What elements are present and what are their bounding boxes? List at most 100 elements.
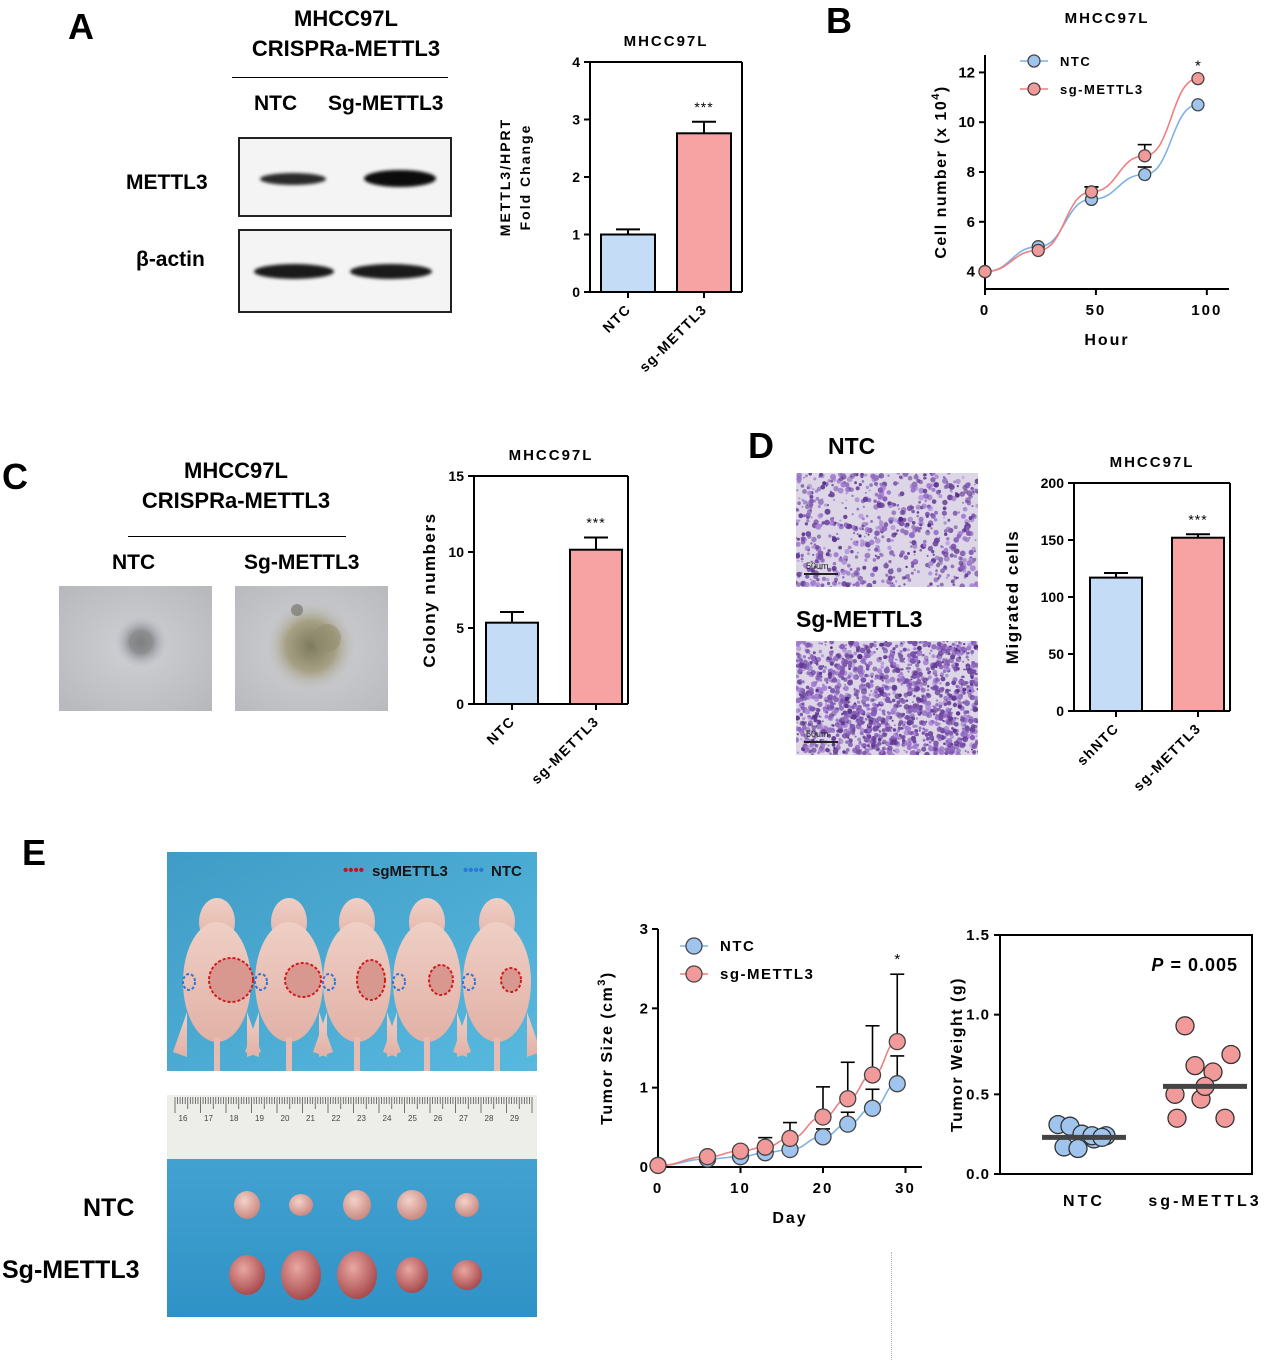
panel-d-label-ntc: NTC	[828, 433, 876, 459]
panel-c-construct: CRISPRa-METTL3	[141, 488, 331, 513]
colony-image-ntc	[59, 586, 212, 711]
data-point-sg-mettl3	[1031, 243, 1045, 258]
western-blot-mettl3	[238, 137, 452, 217]
panel-a-construct: CRISPRa-METTL3	[251, 36, 441, 61]
x-tick-label: 30	[895, 1180, 916, 1197]
series-line-1	[984, 77, 1199, 273]
legend-label-sg-mettl3: sg-METTL3	[720, 966, 814, 983]
tumor-outline-sg	[208, 957, 254, 1003]
y-axis-label: Tumor Size (cm3)	[596, 971, 616, 1124]
chart-title: MHCC97L	[1065, 10, 1150, 27]
mouse-body	[463, 922, 531, 1042]
panel-c-col-sg: Sg-METTL3	[244, 551, 360, 574]
data-point-ntc	[814, 1128, 832, 1146]
ruler-number: 24	[383, 1114, 392, 1123]
y-tick-label: 4	[967, 264, 976, 281]
mouse-tail	[354, 1037, 360, 1071]
y-axis-label: Migrated cells	[1003, 530, 1022, 664]
band-actin-sg	[350, 264, 432, 279]
y-tick-label: 3	[640, 921, 648, 938]
tumor-outline-ntc	[392, 973, 406, 991]
x-tick-label: 0	[653, 1180, 663, 1197]
x-tick-label: sg-METTL3	[1148, 1193, 1261, 1210]
p-value: P = 0.005	[1151, 955, 1238, 975]
y-tick-label: 1	[572, 227, 580, 243]
legend-label-ntc: NTC	[720, 938, 755, 955]
chart-c-bar: MHCC97L 0 5 10 15 Colony numbers NTC sg-METTL3 *…	[420, 447, 629, 787]
significance-mark: ***	[586, 515, 605, 531]
transwell-image-ntc: 50um	[794, 471, 981, 589]
y-tick-label: 1.5	[966, 927, 990, 944]
band-mettl3-ntc	[260, 173, 326, 185]
mouse-tail	[286, 1037, 292, 1071]
tumor-outline-sg	[356, 959, 386, 1001]
ruler-number: 25	[408, 1114, 417, 1123]
band-mettl3-sg	[364, 170, 436, 187]
mouse-leg	[313, 1012, 327, 1057]
chart-title: MHCC97L	[509, 447, 594, 464]
chart-title: MHCC97L	[1110, 454, 1195, 471]
tumor-photo: 16 17 18 19 20 21 22 23 24 25 26 27 28 29	[167, 1095, 537, 1317]
mice-legend-ntc-dash: ••••	[463, 862, 484, 879]
chart-b-growth: MHCC97L 4 6 8 10 12 0 50 100 Hour Cell number (x 1…	[930, 10, 1229, 349]
panel-a-header: MHCC97L CRISPRa-METTL3	[236, 4, 456, 64]
y-axis-label-2: Fold Change	[517, 124, 533, 231]
tumor-ntc	[343, 1190, 371, 1220]
band-actin-ntc	[254, 264, 334, 279]
y-axis-label: Cell number (x 104)	[930, 85, 950, 258]
y-tick-label: 8	[967, 164, 975, 181]
weight-point-sg-mettl3	[1221, 1044, 1241, 1065]
mouse-leg	[383, 1012, 397, 1057]
ruler-number: 27	[459, 1114, 468, 1123]
plot-frame	[999, 934, 1253, 1175]
scale-bar-label-ntc: 50um	[806, 561, 829, 571]
mouse-tail	[494, 1037, 500, 1071]
tumor-outline-sg	[428, 964, 454, 996]
legend-label-ntc: NTC	[1060, 54, 1091, 69]
panel-c-cell-line: MHCC97L	[184, 458, 288, 483]
y-tick-label: 15	[448, 468, 464, 484]
ruler-number: 29	[510, 1114, 519, 1123]
colony-image-sg	[235, 586, 388, 711]
chart-a-bar: MHCC97L 0 1 2 3 4 METTL3/HPRT Fold Change NTC sg-…	[497, 33, 743, 375]
mouse-body	[393, 922, 461, 1042]
x-tick-label: NTC	[483, 713, 518, 748]
ruler-number: 18	[230, 1114, 239, 1123]
y-axis-label: Tumor Weight (g)	[949, 977, 966, 1132]
mouse-leg	[453, 1012, 467, 1057]
y-tick-label: 150	[1041, 532, 1065, 548]
tumor-outline-ntc	[254, 973, 268, 991]
y-axis-label: Colony numbers	[420, 512, 439, 667]
legend-marker	[1027, 54, 1041, 68]
legend-marker	[1027, 82, 1041, 96]
y-tick-label: 1.0	[966, 1007, 990, 1024]
y-tick-label: 0.0	[966, 1166, 990, 1183]
x-tick-label: NTC	[599, 301, 634, 336]
weight-point-sg-mettl3	[1215, 1108, 1235, 1128]
panel-c-header: MHCC97L CRISPRa-METTL3	[126, 456, 346, 516]
significance-mark: ***	[1188, 511, 1207, 527]
bar-sg-mettl3	[676, 132, 732, 293]
ruler-number: 19	[255, 1114, 264, 1123]
ruler-number: 16	[179, 1114, 188, 1123]
data-point-sg-mettl3	[888, 1033, 906, 1051]
x-tick-label: 10	[730, 1180, 751, 1197]
mice-legend-ntc-label: NTC	[491, 863, 522, 880]
mouse-leg	[245, 1012, 259, 1057]
x-axis-label: Day	[772, 1210, 807, 1227]
tumor-ntc	[234, 1191, 260, 1219]
ruler-number: 22	[332, 1114, 341, 1123]
x-tick-label: NTC	[1063, 1193, 1105, 1210]
weight-point-sg-mettl3	[1167, 1108, 1187, 1128]
tumor-row-ntc: NTC	[83, 1194, 135, 1222]
series-line-0	[657, 1082, 898, 1167]
mouse-leg	[527, 1012, 537, 1057]
tumor-outline-ntc	[322, 973, 336, 991]
data-point-ntc	[863, 1099, 882, 1117]
tumor-sg	[396, 1257, 428, 1293]
panel-letter-c: C	[2, 456, 28, 497]
y-tick-label: 6	[967, 214, 975, 231]
y-tick-label: 2	[640, 1000, 648, 1017]
data-point-ntc	[1138, 167, 1152, 182]
